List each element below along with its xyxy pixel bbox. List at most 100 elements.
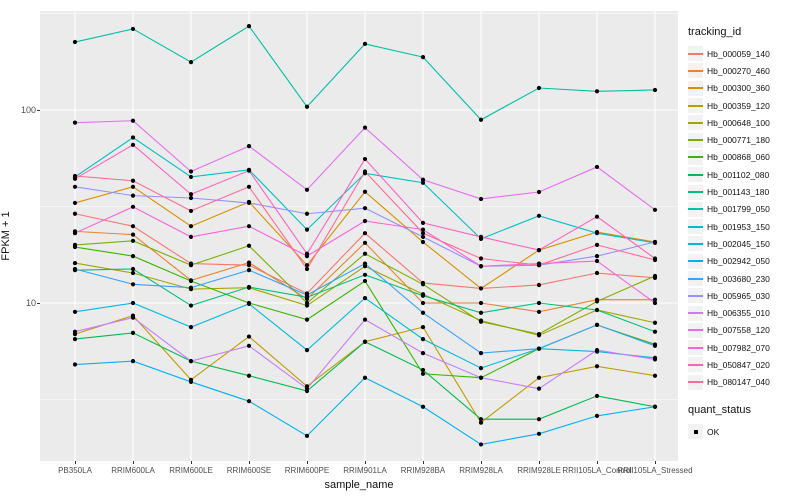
data-point xyxy=(130,193,136,198)
legend-item-label: Hb_001799_050 xyxy=(707,204,770,215)
legend: tracking_id Hb_000059_140 Hb_000270_460 Hb… xyxy=(688,26,798,440)
legend-item-label: Hb_007558_120 xyxy=(707,325,770,336)
data-point xyxy=(652,257,658,263)
data-point xyxy=(362,261,368,266)
data-point xyxy=(304,386,310,391)
data-point xyxy=(72,211,78,216)
y-tick-label-10: 10 xyxy=(25,298,36,308)
legend-item: Hb_000059_140 xyxy=(688,45,798,62)
data-point xyxy=(420,351,426,356)
data-point xyxy=(594,242,600,248)
x-tick-label: RRIM928LA xyxy=(459,466,503,475)
data-point xyxy=(594,164,600,170)
data-point xyxy=(652,273,658,279)
data-point xyxy=(130,26,136,32)
data-point xyxy=(420,54,426,60)
data-point xyxy=(594,413,600,419)
data-point xyxy=(478,196,484,202)
data-point xyxy=(72,329,78,334)
legend-item-label: Hb_000359_120 xyxy=(707,100,770,111)
data-point xyxy=(652,357,658,362)
data-point xyxy=(652,320,658,325)
x-tick-label: RRIM901LA xyxy=(343,466,387,475)
ok-point-icon xyxy=(688,424,703,440)
legend-item-label: Hb_001143_180 xyxy=(707,187,770,198)
x-tick-label: RRIM928LE xyxy=(517,466,561,475)
data-point xyxy=(536,282,542,288)
data-point xyxy=(130,178,136,183)
legend-item: Hb_001102_080 xyxy=(688,166,798,183)
legend-key-line-icon xyxy=(688,236,703,252)
legend-item-label: Hb_000270_460 xyxy=(707,65,770,76)
legend-item: Hb_000300_360 xyxy=(688,80,798,97)
x-tick-label: RRIM600LE xyxy=(169,466,213,475)
data-point xyxy=(420,310,426,315)
data-point xyxy=(362,240,368,245)
data-point xyxy=(130,232,136,237)
data-point xyxy=(130,204,136,209)
data-point xyxy=(188,208,194,214)
data-point xyxy=(594,299,600,304)
x-tick-mark xyxy=(191,461,192,464)
data-point xyxy=(478,417,484,422)
data-point xyxy=(536,213,542,218)
legend-key-line-icon xyxy=(688,46,703,62)
data-point xyxy=(420,300,426,306)
data-point xyxy=(420,177,426,182)
x-tick-mark xyxy=(75,461,76,464)
legend-key-line-icon xyxy=(688,115,703,131)
legend-item-label: Hb_005965_030 xyxy=(707,290,770,301)
data-point xyxy=(362,206,368,211)
data-point xyxy=(246,24,252,29)
data-point xyxy=(594,348,600,353)
data-point xyxy=(362,169,368,174)
legend-items: Hb_000059_140 Hb_000270_460 Hb_000300_360 H… xyxy=(688,45,798,391)
legend-key-line-icon xyxy=(688,184,703,200)
legend-item-label: Hb_000300_360 xyxy=(707,83,770,94)
data-point xyxy=(652,300,658,306)
data-point xyxy=(420,231,426,236)
data-point xyxy=(478,319,484,324)
legend-item-label: Hb_002942_050 xyxy=(707,256,770,267)
data-point xyxy=(72,266,78,272)
data-point xyxy=(536,247,542,253)
y-tick-mark xyxy=(37,303,40,304)
legend-key-line-icon xyxy=(688,322,703,338)
x-tick-mark xyxy=(365,461,366,464)
data-point xyxy=(478,256,484,261)
data-point xyxy=(420,234,426,240)
data-point xyxy=(594,231,600,236)
data-point xyxy=(246,343,252,348)
x-tick-mark xyxy=(133,461,134,464)
x-tick-label: RRIM600LA xyxy=(111,466,155,475)
legend-item-ok: OK xyxy=(688,423,798,440)
data-point xyxy=(304,266,310,272)
data-point xyxy=(362,231,368,236)
data-point xyxy=(246,268,252,273)
data-point xyxy=(420,337,426,342)
data-point xyxy=(478,264,484,269)
x-tick-mark xyxy=(423,461,424,464)
data-point xyxy=(246,200,252,206)
data-point xyxy=(536,85,542,91)
data-point xyxy=(72,173,78,179)
data-point xyxy=(420,239,426,245)
data-point xyxy=(420,282,426,287)
x-tick-mark xyxy=(249,461,250,464)
data-point xyxy=(304,348,310,353)
data-point xyxy=(594,253,600,259)
data-point xyxy=(362,156,368,162)
x-tick-label: PB350LA xyxy=(58,466,92,475)
data-point xyxy=(594,270,600,276)
data-point xyxy=(652,239,658,245)
legend-key-line-icon xyxy=(688,374,703,390)
data-point xyxy=(188,263,194,268)
data-point xyxy=(536,346,542,351)
data-point xyxy=(536,309,542,314)
data-point xyxy=(130,315,136,320)
y-axis-title: FPKM + 1 xyxy=(0,211,12,261)
legend-item: Hb_006355_010 xyxy=(688,304,798,321)
data-point xyxy=(478,442,484,447)
legend-item: Hb_080147_040 xyxy=(688,374,798,391)
